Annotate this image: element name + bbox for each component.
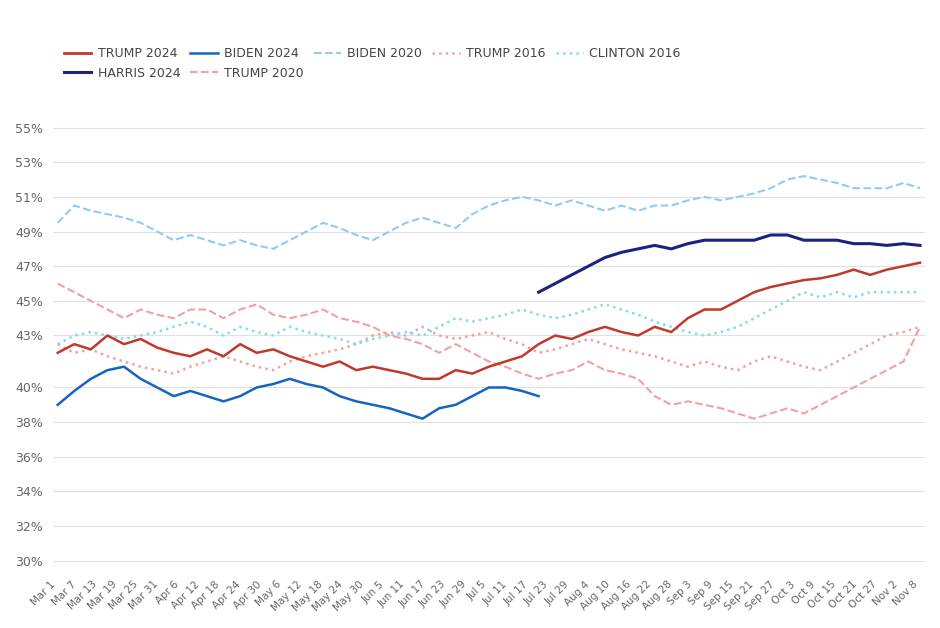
Legend: TRUMP 2024, HARRIS 2024, BIDEN 2024, TRUMP 2020, BIDEN 2020, TRUMP 2016, CLINTON: TRUMP 2024, HARRIS 2024, BIDEN 2024, TRU…	[59, 42, 685, 85]
